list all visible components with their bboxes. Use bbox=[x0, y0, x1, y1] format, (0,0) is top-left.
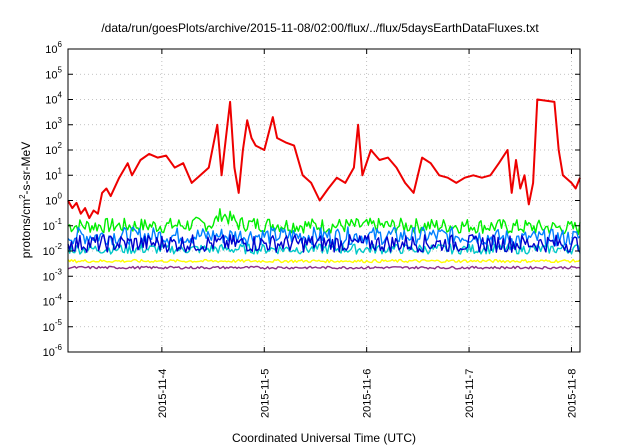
y-tick-label: 102 bbox=[45, 141, 62, 157]
x-axis-label: Coordinated Universal Time (UTC) bbox=[232, 431, 416, 445]
series-line-3 bbox=[67, 234, 581, 253]
y-axis: 10-6 10-5 10-4 10-3 10-2 10-1 100 101 102 103 104 1… bbox=[43, 40, 580, 359]
y-tick-label: 10-2 bbox=[43, 242, 63, 258]
grid bbox=[68, 49, 580, 352]
y-axis-label: protons/cm2-s-sr-MeV bbox=[18, 142, 33, 258]
series-line-4 bbox=[67, 258, 581, 264]
y-tick-label: 10-4 bbox=[43, 293, 63, 309]
y-tick-label: 104 bbox=[45, 91, 62, 107]
x-tick-label: 2015-11-6 bbox=[362, 369, 374, 418]
x-tick-label: 2015-11-5 bbox=[259, 369, 271, 418]
y-tick-label: 103 bbox=[45, 116, 62, 132]
chart-title: /data/run/goesPlots/archive/2015-11-08/0… bbox=[101, 21, 539, 35]
y-tick-label: 106 bbox=[45, 40, 62, 56]
series-line-0 bbox=[67, 208, 581, 236]
y-tick-label: 105 bbox=[45, 65, 62, 81]
y-tick-label: 10-1 bbox=[43, 217, 63, 233]
y-tick-label: 10-6 bbox=[43, 343, 63, 359]
data-series bbox=[67, 98, 581, 270]
series-line-1 bbox=[67, 226, 581, 248]
x-tick-label: 2015-11-8 bbox=[566, 369, 578, 418]
x-axis: 2015-11-4 2015-11-5 2015-11-6 2015-11-7 2015… bbox=[157, 49, 578, 418]
y-tick-label: 10-5 bbox=[43, 318, 63, 334]
series-line-6 bbox=[67, 98, 581, 220]
y-tick-label: 100 bbox=[45, 192, 62, 208]
y-tick-label: 101 bbox=[45, 166, 62, 182]
series-line-5 bbox=[67, 265, 581, 270]
x-tick-label: 2015-11-4 bbox=[157, 369, 169, 418]
y-tick-label: 10-3 bbox=[43, 267, 63, 283]
series-line-2 bbox=[67, 243, 581, 255]
x-tick-label: 2015-11-7 bbox=[464, 369, 476, 418]
